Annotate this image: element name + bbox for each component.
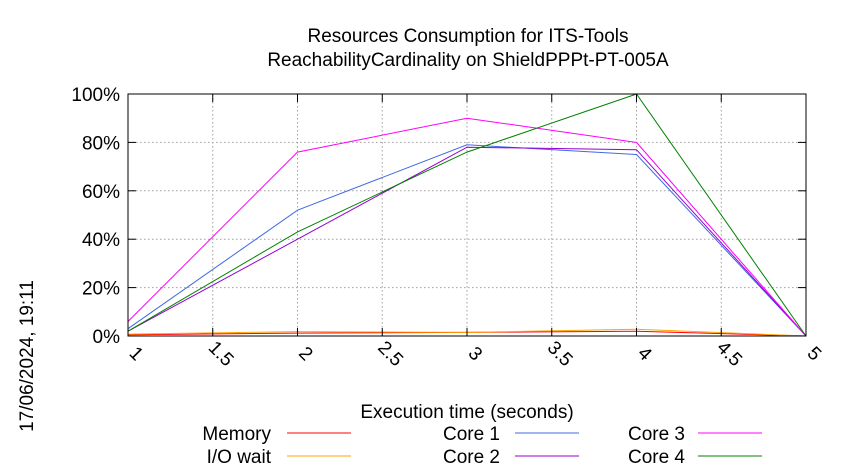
legend-label: Core 2: [443, 447, 500, 468]
y-tick-label: 60%: [82, 182, 120, 203]
x-axis-ticks: 1 1.5 2 2.5 3 3.5 4 4.5 5: [125, 94, 825, 371]
y-tick-label: 40%: [82, 230, 120, 251]
series-line-core-1: [127, 144, 807, 337]
legend-label: I/O wait: [207, 447, 272, 468]
series-line-core-2: [127, 146, 807, 337]
series-line-core-4: [127, 93, 807, 337]
chart-title: Resources Consumption for ITS-Tools Reac…: [267, 26, 669, 71]
chart-title-line-2: ReachabilityCardinality on ShieldPPPt-PT…: [267, 50, 669, 71]
legend-label: Memory: [202, 424, 271, 445]
y-tick-label: 0%: [93, 327, 121, 348]
legend-label: Core 4: [628, 447, 685, 468]
x-tick-label: 4.5: [712, 337, 746, 371]
x-tick-label: 2: [294, 343, 316, 365]
x-tick-label: 1: [125, 343, 147, 365]
x-axis-label: Execution time (seconds): [360, 402, 573, 423]
y-tick-label: 80%: [82, 133, 120, 154]
legend-item: I/O wait: [207, 447, 351, 468]
legend-label: Core 3: [628, 424, 685, 445]
x-tick-label: 4: [633, 343, 656, 366]
legend-label: Core 1: [443, 424, 500, 445]
grid-lines: [128, 94, 806, 336]
x-tick-label: 1.5: [204, 337, 238, 371]
x-tick-label: 2.5: [373, 337, 407, 371]
y-tick-label: 100%: [71, 85, 120, 106]
legend-item: Memory: [202, 424, 351, 445]
legend-item: Core 1: [443, 424, 579, 445]
legend-item: Core 3: [628, 424, 762, 445]
legend-item: Core 4: [628, 447, 762, 468]
series-line-core-3: [127, 117, 807, 337]
legend-item: Core 2: [443, 447, 579, 468]
y-tick-label: 20%: [82, 279, 120, 300]
timestamp: 17/06/2024, 19:11: [17, 280, 38, 432]
x-tick-label: 3.5: [543, 337, 577, 371]
y-axis-ticks: 0% 20% 40% 60% 80% 100%: [71, 85, 806, 348]
x-tick-label: 5: [803, 343, 825, 365]
chart-title-line-1: Resources Consumption for ITS-Tools: [307, 26, 628, 47]
x-tick-label: 3: [464, 343, 486, 365]
